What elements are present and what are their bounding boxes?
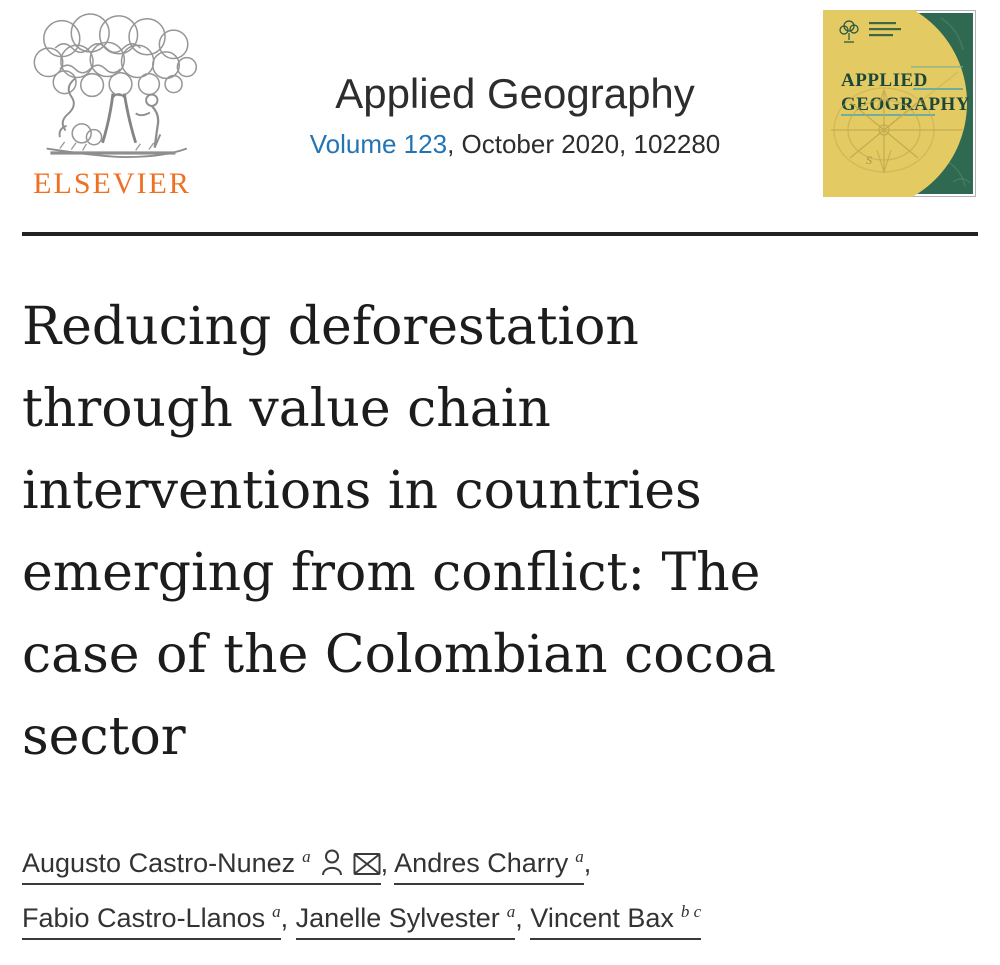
author-affiliation-sup: b c <box>680 902 702 921</box>
author-name: Fabio Castro-Llanos <box>22 903 266 933</box>
author-separator: , <box>515 903 523 933</box>
envelope-icon[interactable] <box>353 842 381 893</box>
title-line: interventions in countries <box>22 461 702 521</box>
author-link-sylvester[interactable]: Janelle Sylvester a <box>295 902 516 940</box>
author-link-bax[interactable]: Vincent Bax b c <box>530 902 702 940</box>
author-line-1: Augusto Castro-Nunez a, Andres Charry a, <box>22 838 978 893</box>
cover-title-applied: APPLIED <box>841 70 928 91</box>
compass-south-label: S <box>866 153 872 167</box>
title-line: Reducing deforestation <box>22 297 639 357</box>
author-list: Augusto Castro-Nunez a, Andres Charry a, F… <box>22 838 978 947</box>
author-link-charry[interactable]: Andres Charry a <box>394 847 584 885</box>
issue-line: Volume 123, October 2020, 102280 <box>207 129 823 160</box>
journal-cover-image[interactable]: APPLIED GEOGRAPHY S <box>751 0 978 211</box>
author-separator: , <box>280 903 289 933</box>
journal-banner: ELSEVIER Applied Geography Volume 123, O… <box>22 0 978 211</box>
author-name: Vincent Bax <box>530 903 674 933</box>
journal-info: Applied Geography Volume 123, October 20… <box>207 10 823 160</box>
title-line: case of the Colombian cocoa <box>22 625 777 685</box>
page-title: Reducing deforestation through value cha… <box>22 286 978 778</box>
issue-date-article-number: , October 2020, 102280 <box>447 129 721 159</box>
author-name: Andres Charry <box>394 848 569 878</box>
cover-title-geography: GEOGRAPHY <box>841 94 970 115</box>
header-divider <box>22 232 978 236</box>
author-affiliation-sup: a <box>506 902 516 921</box>
author-affiliation-sup: a <box>575 847 584 866</box>
author-separator: , <box>583 848 592 878</box>
author-separator: , <box>380 848 389 878</box>
author-line-2: Fabio Castro-Llanos a, Janelle Sylvester a… <box>22 893 978 947</box>
title-line: through value chain <box>22 379 551 439</box>
journal-title-link[interactable]: Applied Geography <box>335 70 695 117</box>
author-link-castro-llanos[interactable]: Fabio Castro-Llanos a <box>22 902 281 940</box>
author-name: Janelle Sylvester <box>295 903 500 933</box>
elsevier-tree-logo-icon <box>22 13 202 166</box>
author-link-castro-nunez[interactable]: Augusto Castro-Nunez a <box>22 847 381 885</box>
author-affiliation-sup: a <box>302 847 311 866</box>
author-name: Augusto Castro-Nunez <box>22 848 296 878</box>
title-line: emerging from conflict: The <box>22 543 761 603</box>
elsevier-logo: ELSEVIER <box>22 10 207 201</box>
author-affiliation-sup: a <box>272 902 281 921</box>
volume-link[interactable]: Volume 123 <box>309 129 448 159</box>
elsevier-wordmark: ELSEVIER <box>33 167 191 200</box>
title-line: sector <box>22 707 186 767</box>
person-icon[interactable] <box>321 842 343 893</box>
